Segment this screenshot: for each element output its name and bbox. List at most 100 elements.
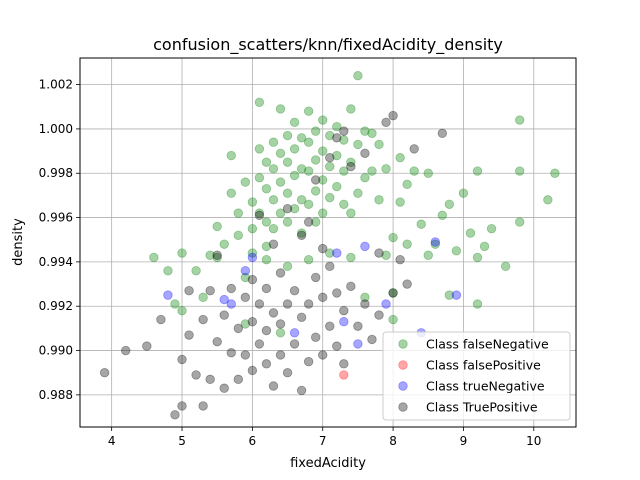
point-class-falsenegative bbox=[233, 208, 243, 218]
point-class-falsenegative bbox=[219, 239, 229, 249]
point-class-truenegative bbox=[219, 294, 229, 305]
point-class-truepositive bbox=[247, 365, 258, 376]
point-class-falsenegative bbox=[388, 288, 398, 298]
point-class-truepositive bbox=[374, 248, 384, 258]
point-class-falsenegative bbox=[177, 305, 187, 316]
point-class-falsenegative bbox=[360, 172, 370, 183]
point-class-falsenegative bbox=[191, 266, 201, 276]
point-class-falsenegative bbox=[261, 254, 272, 265]
point-class-truenegative bbox=[247, 252, 258, 263]
point-class-truepositive bbox=[268, 308, 279, 318]
point-class-falsenegative bbox=[515, 115, 525, 125]
point-class-falsenegative bbox=[268, 223, 279, 234]
point-class-falsenegative bbox=[388, 314, 398, 325]
point-class-truepositive bbox=[353, 321, 363, 331]
point-class-truepositive bbox=[381, 117, 391, 127]
point-class-truenegative bbox=[226, 299, 236, 309]
point-class-falsenegative bbox=[325, 248, 335, 258]
point-class-truepositive bbox=[261, 283, 272, 294]
point-class-falsenegative bbox=[486, 223, 497, 234]
y-tick-label: 0.988 bbox=[39, 388, 73, 402]
point-class-falsenegative bbox=[423, 168, 433, 178]
point-class-falsenegative bbox=[282, 188, 293, 198]
point-class-truepositive bbox=[318, 350, 328, 360]
point-class-falsenegative bbox=[318, 208, 328, 218]
point-class-truepositive bbox=[275, 350, 286, 360]
point-class-falsenegative bbox=[458, 188, 469, 198]
point-class-falsenegative bbox=[339, 199, 349, 209]
point-class-truepositive bbox=[303, 217, 314, 227]
point-class-truepositive bbox=[156, 314, 166, 325]
point-class-falsenegative bbox=[325, 130, 335, 141]
point-class-truenegative bbox=[353, 339, 363, 349]
point-class-falsenegative bbox=[289, 117, 300, 127]
point-class-truepositive bbox=[212, 250, 222, 260]
point-class-truepositive bbox=[184, 330, 194, 340]
point-class-truepositive bbox=[142, 341, 152, 351]
point-class-falsenegative bbox=[247, 223, 258, 234]
point-class-falsenegative bbox=[303, 166, 314, 176]
point-class-falsenegative bbox=[318, 115, 328, 125]
point-class-truepositive bbox=[332, 288, 342, 298]
point-class-falsenegative bbox=[346, 157, 356, 167]
point-class-falsenegative bbox=[353, 188, 363, 198]
point-class-falsenegative bbox=[430, 239, 440, 249]
point-class-truepositive bbox=[388, 110, 398, 121]
point-class-falsenegative bbox=[282, 261, 293, 272]
point-class-truepositive bbox=[325, 153, 335, 163]
point-class-truepositive bbox=[282, 368, 293, 378]
point-class-falsenegative bbox=[346, 208, 356, 218]
point-class-truepositive bbox=[339, 359, 349, 369]
point-class-falsenegative bbox=[500, 261, 511, 272]
point-class-falsenegative bbox=[163, 266, 173, 276]
x-tick-label: 10 bbox=[526, 434, 541, 448]
point-class-falsenegative bbox=[416, 219, 426, 229]
point-class-truepositive bbox=[121, 345, 131, 356]
point-class-falsenegative bbox=[303, 254, 314, 265]
point-class-falsenegative bbox=[472, 252, 483, 263]
point-class-falsenegative bbox=[233, 230, 243, 240]
point-class-falsenegative bbox=[310, 186, 321, 196]
point-class-falsenegative bbox=[367, 128, 377, 139]
point-class-truepositive bbox=[310, 175, 321, 185]
point-class-truepositive bbox=[395, 254, 405, 265]
point-class-truepositive bbox=[254, 339, 265, 349]
legend-marker-class-falsenegative bbox=[398, 339, 408, 349]
y-tick-label: 0.996 bbox=[39, 211, 73, 225]
point-class-falsenegative bbox=[479, 241, 490, 252]
plot-frame bbox=[79, 57, 577, 428]
x-axis-label: fixedAcidity bbox=[290, 456, 366, 471]
point-class-truepositive bbox=[170, 410, 180, 420]
point-class-falsenegative bbox=[296, 228, 307, 238]
point-class-truepositive bbox=[310, 332, 321, 342]
point-class-truepositive bbox=[310, 272, 321, 283]
point-class-truepositive bbox=[388, 288, 398, 298]
y-tick-label: 0.990 bbox=[39, 344, 73, 358]
point-class-falsenegative bbox=[198, 292, 208, 303]
x-tick-label: 9 bbox=[460, 434, 468, 448]
point-class-falsenegative bbox=[318, 146, 328, 156]
point-class-falsenegative bbox=[360, 126, 370, 136]
point-class-falsenegative bbox=[212, 252, 222, 263]
point-class-falsenegative bbox=[296, 133, 307, 143]
point-class-truepositive bbox=[233, 374, 243, 385]
point-class-falsenegative bbox=[226, 150, 236, 161]
point-class-falsenegative bbox=[247, 197, 258, 207]
point-class-falsenegative bbox=[472, 299, 483, 309]
point-class-truepositive bbox=[282, 204, 293, 214]
point-class-truenegative bbox=[360, 241, 370, 252]
point-class-falsenegative bbox=[374, 195, 384, 205]
point-class-falsenegative bbox=[289, 170, 300, 181]
point-class-falsenegative bbox=[550, 168, 560, 178]
point-class-truepositive bbox=[205, 286, 215, 296]
point-class-falsenegative bbox=[282, 157, 293, 167]
point-class-falsenegative bbox=[296, 195, 307, 205]
point-class-truenegative bbox=[381, 299, 391, 309]
point-class-truepositive bbox=[268, 381, 279, 391]
point-class-truepositive bbox=[99, 368, 110, 378]
point-class-falsenegative bbox=[303, 137, 314, 147]
point-class-truenegative bbox=[289, 328, 300, 338]
point-class-truepositive bbox=[402, 279, 412, 289]
x-tick-label: 5 bbox=[178, 434, 186, 448]
